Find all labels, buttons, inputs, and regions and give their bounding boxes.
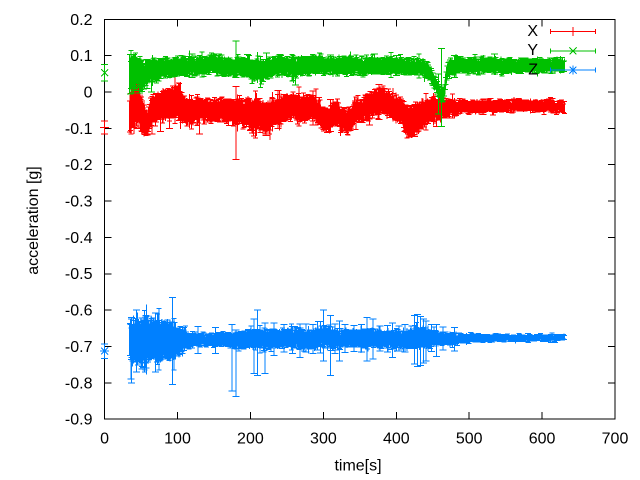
svg-text:0.1: 0.1 [70,48,92,65]
svg-text:-0.9: -0.9 [65,412,93,429]
svg-text:-0.8: -0.8 [65,375,93,392]
svg-text:-0.3: -0.3 [65,194,93,211]
svg-text:-0.1: -0.1 [65,121,93,138]
svg-text:Y: Y [527,42,538,59]
svg-text:0.2: 0.2 [70,12,92,29]
svg-text:0: 0 [100,431,109,448]
svg-text:acceleration [g]: acceleration [g] [25,166,42,275]
svg-text:200: 200 [237,431,264,448]
svg-text:0: 0 [84,85,93,102]
svg-text:time[s]: time[s] [334,458,381,475]
svg-text:-0.2: -0.2 [65,157,93,174]
svg-text:X: X [527,23,538,40]
svg-text:600: 600 [529,431,556,448]
svg-text:700: 700 [602,431,629,448]
svg-text:-0.6: -0.6 [65,303,93,320]
svg-text:500: 500 [456,431,483,448]
svg-text:100: 100 [164,431,191,448]
svg-text:Z: Z [528,62,538,79]
svg-text:400: 400 [383,431,410,448]
svg-text:-0.5: -0.5 [65,266,93,283]
svg-text:-0.7: -0.7 [65,339,93,356]
svg-text:300: 300 [310,431,337,448]
svg-text:-0.4: -0.4 [65,230,93,247]
